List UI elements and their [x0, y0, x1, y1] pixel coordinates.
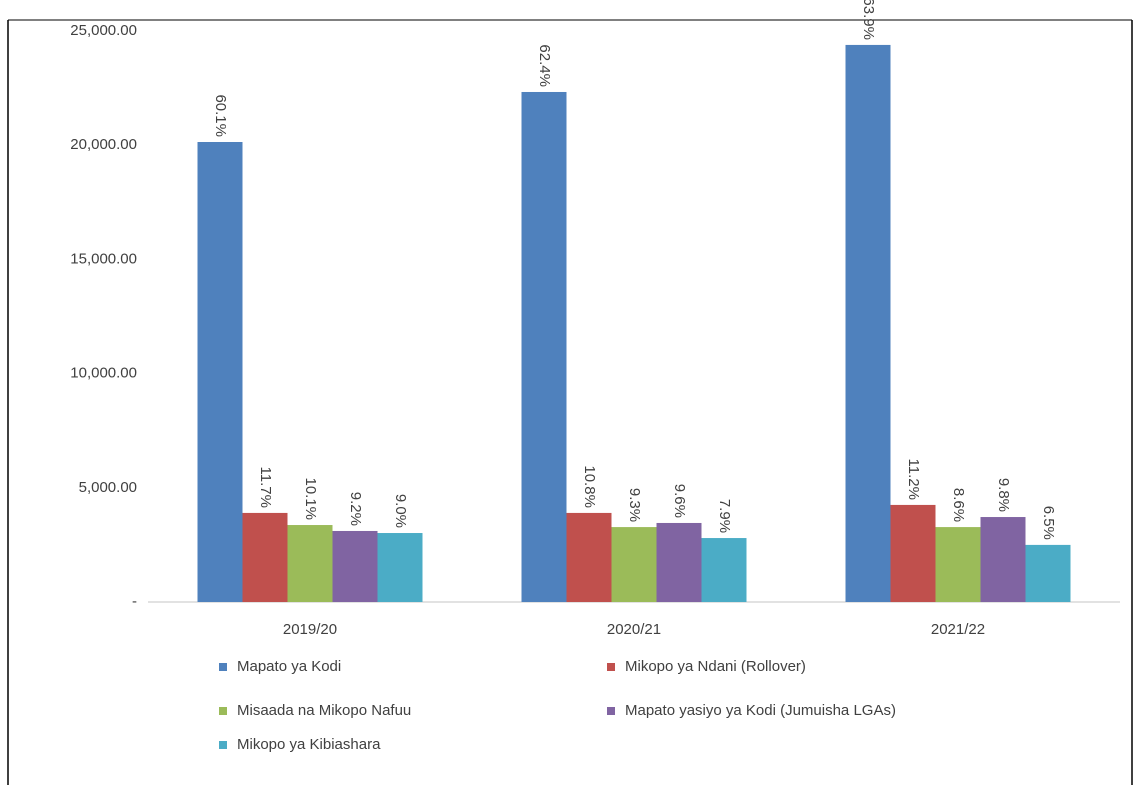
- y-tick-label: 15,000.00: [70, 250, 137, 267]
- legend-label: Misaada na Mikopo Nafuu: [237, 702, 411, 719]
- legend-swatch: [219, 741, 227, 749]
- legend-label: Mikopo ya Kibiashara: [237, 736, 381, 753]
- y-tick-label: 20,000.00: [70, 136, 137, 153]
- share-label: 9.0%: [392, 494, 409, 528]
- legend-swatch: [607, 663, 615, 671]
- share-label: 11.7%: [257, 467, 274, 508]
- share-label: 6.5%: [1040, 506, 1057, 540]
- bar: [980, 517, 1026, 602]
- bar: [287, 525, 333, 602]
- share-label: 9.3%: [626, 488, 643, 522]
- bar: [1025, 544, 1071, 602]
- share-label: 10.1%: [302, 477, 319, 520]
- bar: [377, 533, 423, 602]
- x-tick-label: 2021/22: [931, 621, 985, 638]
- bar: [845, 44, 891, 603]
- share-label: 9.6%: [671, 484, 688, 518]
- bar: [611, 527, 657, 602]
- bar: [935, 527, 981, 602]
- bar: [332, 530, 378, 602]
- share-label: 60.1%: [212, 94, 229, 137]
- share-label: 63.9%: [860, 0, 877, 40]
- share-label: 11.2%: [905, 459, 922, 500]
- legend-label: Mapato yasiyo ya Kodi (Jumuisha LGAs): [625, 702, 896, 719]
- legend-swatch: [219, 707, 227, 715]
- share-label: 62.4%: [536, 44, 553, 87]
- share-label: 7.9%: [716, 499, 733, 533]
- bar: [890, 504, 936, 602]
- bar: [656, 522, 702, 602]
- bar: [197, 142, 243, 603]
- legend-swatch: [607, 707, 615, 715]
- y-tick-label: 5,000.00: [79, 479, 137, 496]
- bar: [701, 538, 747, 602]
- y-tick-label: 10,000.00: [70, 365, 137, 382]
- y-tick-label: 25,000.00: [70, 22, 137, 39]
- share-label: 9.2%: [347, 492, 364, 526]
- legend-label: Mikopo ya Ndani (Rollover): [625, 658, 806, 675]
- bar: [242, 512, 288, 602]
- share-label: 10.8%: [581, 465, 598, 508]
- legend-swatch: [219, 663, 227, 671]
- legend-label: Mapato ya Kodi: [237, 658, 341, 675]
- x-tick-label: 2019/20: [283, 621, 337, 638]
- bar: [566, 512, 612, 602]
- share-label: 9.8%: [995, 478, 1012, 512]
- share-label: 8.6%: [950, 488, 967, 522]
- x-tick-label: 2020/21: [607, 621, 661, 638]
- y-tick-label: -: [132, 593, 137, 610]
- bar: [521, 91, 567, 603]
